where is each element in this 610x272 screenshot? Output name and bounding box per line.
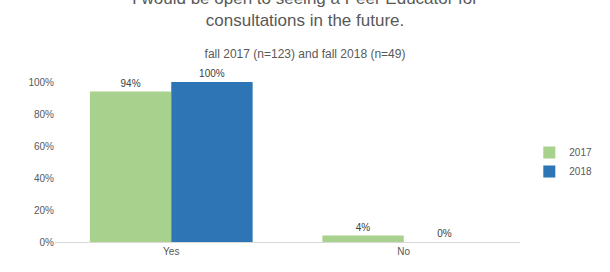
- svg-text:0%: 0%: [40, 237, 55, 248]
- svg-text:I would be open to seeing a Pe: I would be open to seeing a Peer Educato…: [132, 0, 478, 30]
- svg-text:100%: 100%: [28, 77, 54, 88]
- svg-text:40%: 40%: [34, 173, 54, 184]
- svg-text:Yes: Yes: [163, 246, 179, 257]
- svg-text:2018: 2018: [569, 166, 592, 177]
- svg-text:No: No: [397, 246, 410, 257]
- svg-text:0%: 0%: [437, 228, 452, 239]
- svg-text:94%: 94%: [121, 78, 141, 89]
- svg-text:4%: 4%: [356, 222, 371, 233]
- svg-text:20%: 20%: [34, 205, 54, 216]
- svg-text:80%: 80%: [34, 109, 54, 120]
- svg-text:fall 2017 (n=123) and fall 201: fall 2017 (n=123) and fall 2018 (n=49): [205, 47, 406, 61]
- svg-text:60%: 60%: [34, 141, 54, 152]
- svg-text:2017: 2017: [569, 147, 592, 158]
- svg-text:100%: 100%: [199, 68, 225, 79]
